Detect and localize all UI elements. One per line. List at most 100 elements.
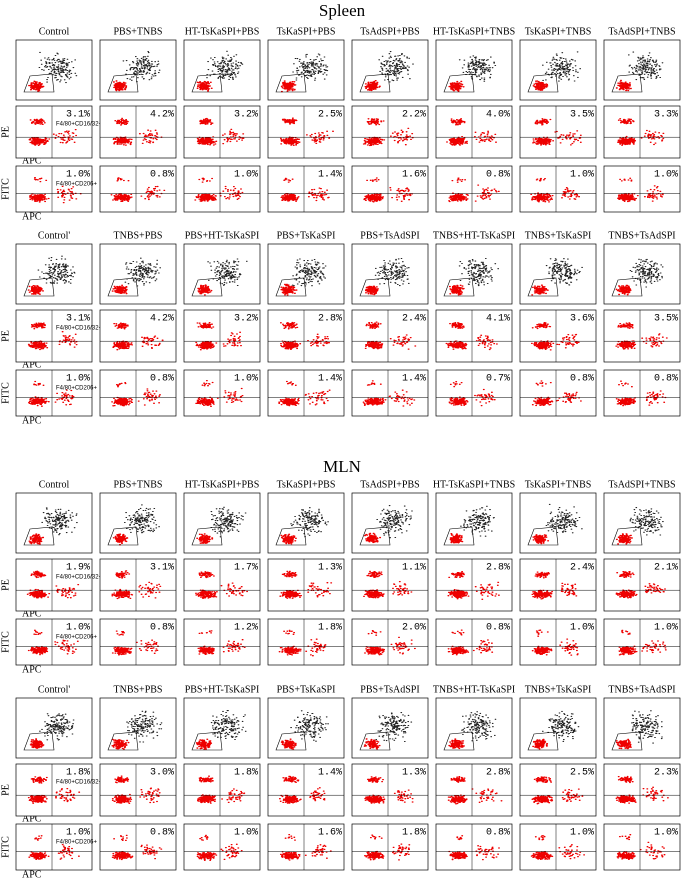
plot xyxy=(519,823,597,871)
plot xyxy=(267,763,345,817)
gate xyxy=(275,526,307,546)
percentage: 1.4% xyxy=(318,170,342,181)
column-title: PBS+HT-TsKaSPI xyxy=(185,230,260,241)
gated-events xyxy=(111,284,128,295)
gated-events xyxy=(364,532,382,544)
percentage: 0.8% xyxy=(486,170,510,181)
events xyxy=(111,834,163,861)
row-label: APC xyxy=(22,155,42,166)
column-title: TNBS+HT-TsKaSPI xyxy=(433,684,515,695)
percentage: 0.8% xyxy=(654,374,678,385)
plot xyxy=(435,39,513,101)
plot-frame xyxy=(15,309,93,363)
percentage: 2.3% xyxy=(654,768,678,779)
plot xyxy=(99,823,177,871)
plot xyxy=(267,243,345,305)
gate xyxy=(107,526,139,546)
plot xyxy=(99,39,177,101)
events xyxy=(530,835,586,861)
column-title: PBS+TsAdSPI xyxy=(360,684,419,695)
plot-frame xyxy=(267,618,345,666)
plot xyxy=(519,369,597,417)
events xyxy=(124,257,162,287)
gate xyxy=(527,277,559,297)
events xyxy=(280,177,330,202)
gate xyxy=(107,731,139,751)
percentage: 3.5% xyxy=(654,314,678,325)
gated-events xyxy=(449,533,464,544)
plot xyxy=(603,105,681,159)
gated-events xyxy=(448,284,465,296)
percentage: 1.0% xyxy=(654,170,678,181)
percentage: 1.0% xyxy=(234,374,258,385)
percentage: 0.8% xyxy=(150,623,174,634)
gate xyxy=(611,277,643,297)
gate xyxy=(443,731,475,751)
plot-frame xyxy=(183,165,261,213)
percentage: 4.2% xyxy=(150,110,174,121)
events xyxy=(112,117,163,146)
gate-label: F4/80+CD16/32+ xyxy=(56,122,103,128)
events xyxy=(39,713,75,741)
plot xyxy=(603,763,681,817)
column-title: TNBS+TsKaSPI xyxy=(525,684,592,695)
events xyxy=(531,380,582,407)
gate xyxy=(359,731,391,751)
percentage: 1.4% xyxy=(318,768,342,779)
plot xyxy=(435,823,513,871)
events xyxy=(448,381,496,407)
column-title: TNBS+TsKaSPI xyxy=(525,230,592,241)
plot xyxy=(603,618,681,666)
plot xyxy=(99,369,177,417)
plot xyxy=(267,618,345,666)
events xyxy=(27,629,79,656)
gated-events xyxy=(448,80,465,92)
plot xyxy=(99,697,177,759)
plot-frame xyxy=(267,823,345,871)
plot xyxy=(351,618,429,666)
plot-frame xyxy=(519,165,597,213)
percentage: 1.0% xyxy=(234,170,258,181)
column-title: PBS+HT-TsKaSPI xyxy=(185,684,260,695)
events xyxy=(445,322,498,351)
events xyxy=(364,321,417,350)
plot xyxy=(435,618,513,666)
events xyxy=(197,630,246,656)
plot xyxy=(603,823,681,871)
gated-events xyxy=(27,285,44,295)
plot xyxy=(15,618,93,666)
gated-events xyxy=(280,738,297,750)
plot xyxy=(183,823,261,871)
events xyxy=(458,257,500,287)
gate xyxy=(107,277,139,297)
plot-frame xyxy=(15,105,93,159)
events xyxy=(615,380,667,407)
events xyxy=(41,507,78,536)
plot-frame xyxy=(15,763,93,817)
percentage: 3.1% xyxy=(66,110,90,121)
percentage: 1.4% xyxy=(402,374,426,385)
gate xyxy=(23,526,55,546)
row-label: APC xyxy=(22,211,42,222)
events xyxy=(278,629,327,657)
plot xyxy=(183,309,261,363)
percentage: 3.3% xyxy=(654,110,678,121)
column-title: TsKaSPI+PBS xyxy=(277,26,336,37)
row-label: FITC xyxy=(0,836,11,858)
plot xyxy=(267,697,345,759)
events xyxy=(111,381,161,407)
events xyxy=(461,711,497,742)
plot xyxy=(519,105,597,159)
plot-frame xyxy=(603,309,681,363)
events xyxy=(278,775,326,804)
gate-label: F4/80+CD16/32+ xyxy=(56,575,103,581)
plot xyxy=(351,369,429,417)
plot xyxy=(15,369,93,417)
percentage: 1.8% xyxy=(402,828,426,839)
percentage: 3.5% xyxy=(570,110,594,121)
events xyxy=(122,50,161,83)
plot-frame xyxy=(267,763,345,817)
plot xyxy=(603,369,681,417)
gated-events xyxy=(531,284,549,296)
plot-frame xyxy=(99,558,177,612)
